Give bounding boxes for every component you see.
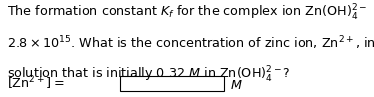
Text: $2.8 \times 10^{15}$. What is the concentration of zinc ion, $\mathrm{Zn^{2+}}$,: $2.8 \times 10^{15}$. What is the concen… xyxy=(7,34,374,52)
Text: solution that is initially $0.32\ M$ in $\mathrm{Zn(OH)_4^{2-}}$?: solution that is initially $0.32\ M$ in … xyxy=(7,65,291,85)
Text: $M$: $M$ xyxy=(230,79,243,92)
FancyBboxPatch shape xyxy=(120,76,224,91)
Text: The formation constant $K_f$ for the complex ion $\mathrm{Zn(OH)_4^{2-}}$ is: The formation constant $K_f$ for the com… xyxy=(7,3,374,23)
Text: $[\mathrm{Zn^{2+}}] =$: $[\mathrm{Zn^{2+}}] =$ xyxy=(7,75,65,92)
